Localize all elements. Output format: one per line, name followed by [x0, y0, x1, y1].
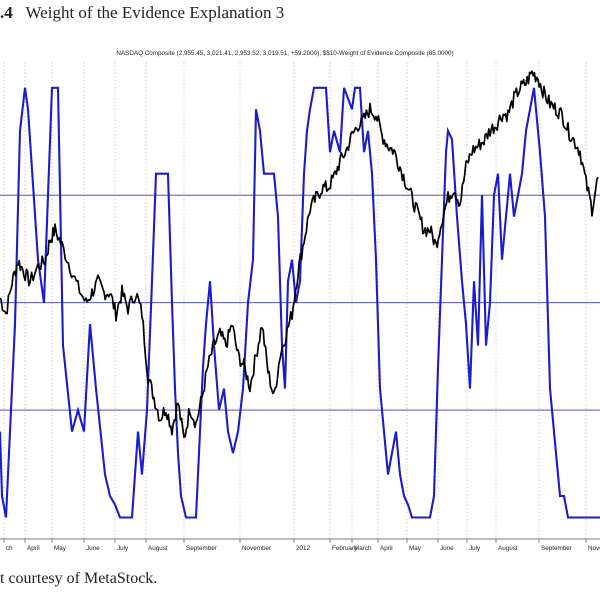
x-tick-label-5: July	[117, 545, 129, 552]
reference-lines	[0, 194, 600, 411]
chart-area: NASDAQ Composite (2,955.45, 3,021.41, 2,…	[0, 40, 600, 562]
series-weight-of-evidence	[0, 86, 600, 519]
x-tick-label-7: September	[186, 545, 217, 552]
x-tick-label-12: April	[380, 545, 393, 552]
weight-of-evidence-chart: NASDAQ Composite (2,955.45, 3,021.41, 2,…	[0, 50, 600, 552]
figure-title: .4 Weight of the Evidence Explanation 3	[0, 3, 284, 25]
x-tick-label-8: November	[242, 545, 271, 552]
x-tick-label-13: May	[409, 545, 422, 552]
x-tick-label-18: November	[588, 545, 600, 552]
series-group	[0, 70, 600, 519]
chart-title: NASDAQ Composite (2,955.45, 3,021.41, 2,…	[116, 50, 453, 57]
x-tick-label-1: ch	[6, 545, 13, 552]
x-tick-label-4: June	[86, 545, 100, 552]
x-tick-label-15: July	[469, 545, 481, 552]
x-axis-ticks: ch April May June July August September Novembe…	[3, 539, 600, 552]
x-tick-label-14: June	[440, 545, 454, 552]
x-tick-label-3: May	[54, 545, 67, 552]
x-tick-label-9: 2012	[296, 545, 311, 552]
vertical-gridlines	[3, 62, 587, 539]
figure-caption: t courtesy of MetaStock.	[0, 570, 158, 587]
x-tick-label-11: March	[354, 545, 372, 552]
x-tick-label-2: April	[27, 545, 40, 552]
series-nasdaq-price	[0, 70, 599, 439]
x-tick-label-6: August	[148, 545, 168, 552]
x-tick-label-10: February	[332, 545, 358, 552]
figure-number: .4	[0, 3, 13, 22]
figure-title-text: Weight of the Evidence Explanation 3	[25, 3, 285, 22]
x-tick-label-16: August	[498, 545, 518, 552]
x-tick-label-17: September	[541, 545, 572, 552]
